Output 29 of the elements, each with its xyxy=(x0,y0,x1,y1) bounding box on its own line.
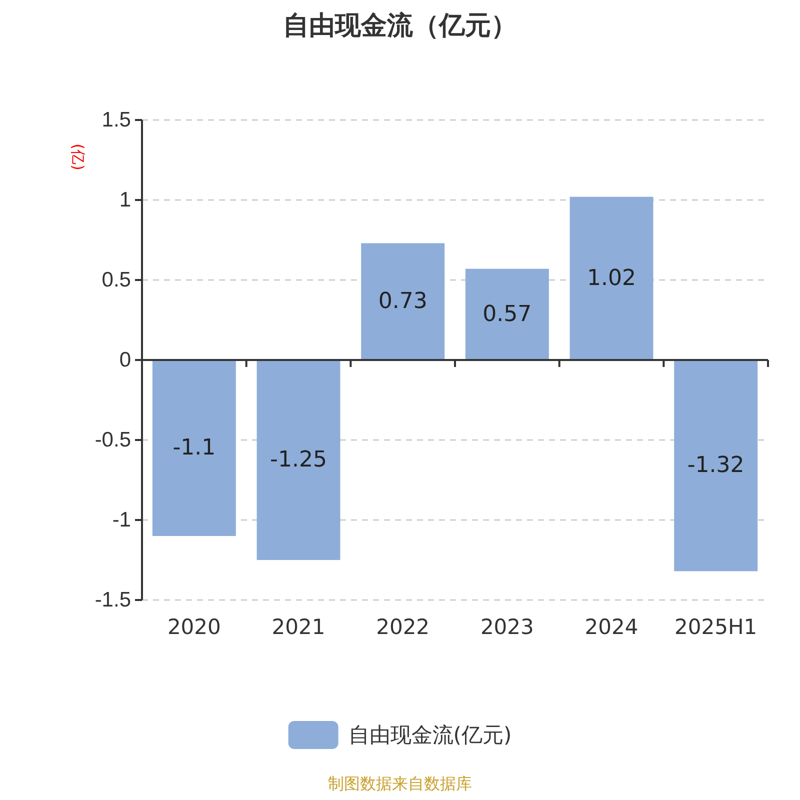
y-tick-label: -1 xyxy=(112,508,131,532)
y-tick-label: 1 xyxy=(119,188,131,212)
y-tick-label: -1.5 xyxy=(94,588,131,612)
x-tick-label: 2022 xyxy=(376,615,430,639)
x-tick-label: 2025H1 xyxy=(674,615,758,639)
bar xyxy=(152,360,236,536)
data-label: 0.57 xyxy=(482,302,532,327)
x-tick-label: 2023 xyxy=(480,615,534,639)
data-label: -1.32 xyxy=(687,453,744,478)
x-tick-label: 2024 xyxy=(584,615,638,639)
bar xyxy=(361,243,445,360)
chart-title: 自由现金流（亿元） xyxy=(283,11,517,41)
legend-label: 自由现金流(亿元) xyxy=(348,723,512,747)
bar xyxy=(674,360,758,572)
y-axis-title: (亿) xyxy=(69,144,87,170)
text: 制图数据来自数据库 xyxy=(328,774,472,793)
data-label: 0.73 xyxy=(378,289,428,314)
data-label: 1.02 xyxy=(587,266,636,291)
data-label: -1.1 xyxy=(172,436,216,460)
y-tick-label: 0.5 xyxy=(102,268,131,292)
y-tick-label: 0 xyxy=(119,348,131,372)
data-label: -1.25 xyxy=(270,448,327,472)
x-tick-label: 2020 xyxy=(167,615,221,639)
bar xyxy=(570,196,654,360)
x-tick-label: 2021 xyxy=(272,615,326,639)
y-tick-label: -0.5 xyxy=(94,428,131,452)
bar xyxy=(256,360,340,560)
y-tick-label: 1.5 xyxy=(102,108,131,132)
bar xyxy=(465,268,549,360)
